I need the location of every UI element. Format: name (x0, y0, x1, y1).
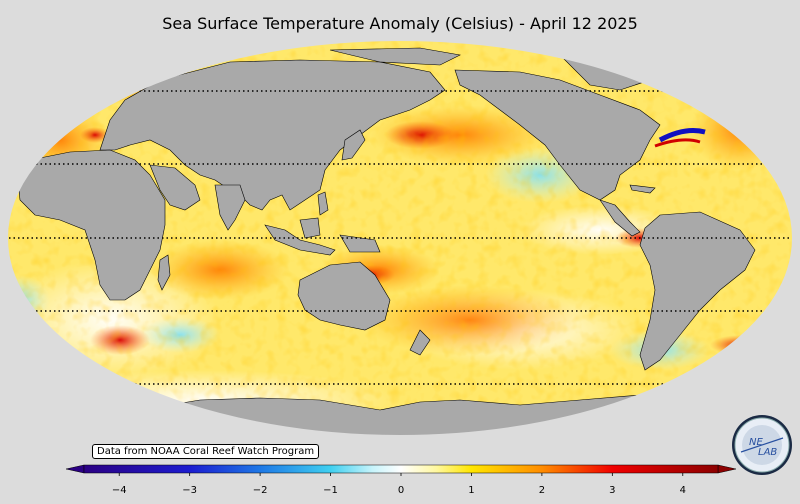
logo-text-bottom: LAB (758, 447, 777, 458)
colorbar-tick-label: 4 (680, 485, 686, 496)
land-south-america (639, 211, 756, 371)
logo-swoosh (740, 437, 784, 453)
land-philippines (317, 191, 329, 216)
gulf-stream-warm-streak (654, 138, 701, 148)
land-new-guinea (339, 234, 381, 253)
land-borneo (299, 217, 321, 239)
land-africa (17, 149, 166, 301)
data-credit-label: Data from NOAA Coral Reef Watch Program (92, 444, 320, 459)
land-eurasia (99, 59, 446, 211)
land-australia (297, 261, 391, 331)
colorbar-tick-label: −3 (182, 485, 197, 496)
colorbar-tick-label: 2 (539, 485, 545, 496)
land-arabia (149, 164, 201, 211)
land-india (214, 184, 246, 231)
map-title: Sea Surface Temperature Anomaly (Celsius… (162, 14, 638, 33)
colorbar-min-arrow (65, 464, 85, 474)
globe-outline (6, 39, 794, 437)
land-indonesia (264, 224, 336, 256)
land-central-america (599, 199, 641, 237)
land-new-zealand (409, 329, 431, 356)
nex-lab-logo: NE LAB (731, 414, 793, 476)
land-arctic-russia (329, 47, 461, 66)
land-cuba (629, 184, 656, 194)
colorbar-tick-label: 0 (398, 485, 404, 496)
colorbar-gradient (83, 464, 719, 474)
colorbar-tick-label: −1 (323, 485, 338, 496)
colorbar-tick-label: −4 (112, 485, 127, 496)
land-north-america (454, 69, 661, 201)
logo-text-top: NE (749, 437, 763, 448)
colorbar-tick-label: 1 (468, 485, 474, 496)
colorbar-tick-label: 3 (609, 485, 615, 496)
colorbar-tick-label: −2 (253, 485, 268, 496)
land-japan (341, 129, 366, 161)
colorbar: −4 −3 −2 −1 0 1 2 3 4 (65, 464, 737, 496)
land-madagascar (157, 254, 171, 291)
land-layer (17, 47, 756, 436)
gulf-stream-cold-streak (658, 127, 706, 143)
